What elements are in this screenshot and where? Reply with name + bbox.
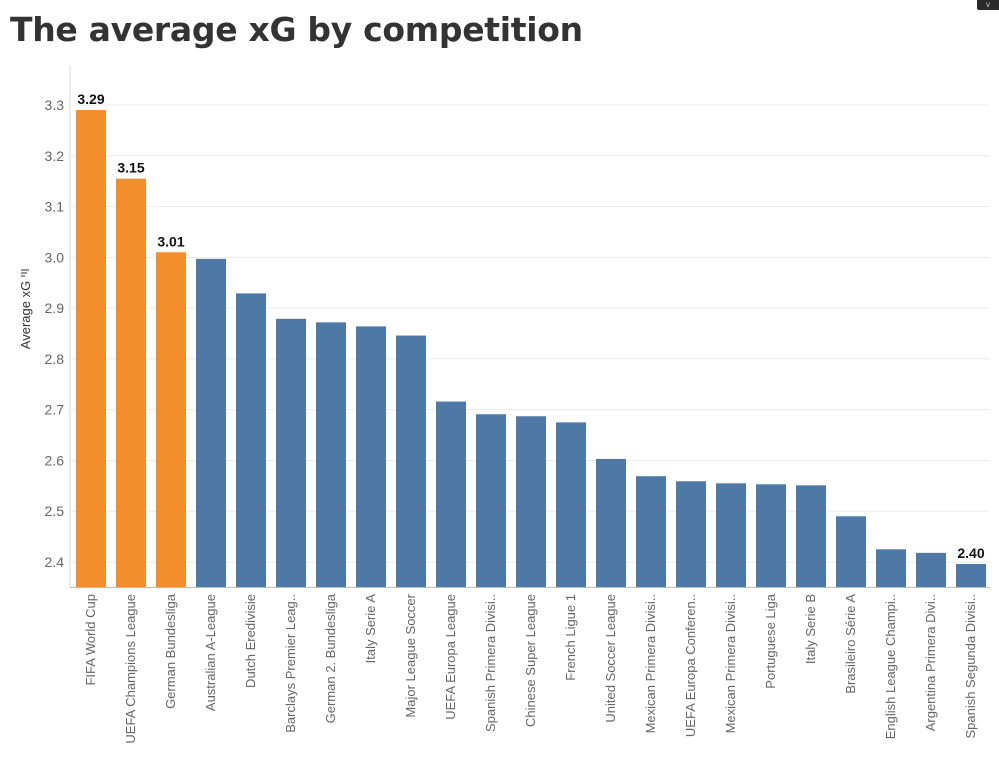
bar[interactable]	[676, 481, 706, 587]
y-tick-label: 2.7	[45, 402, 65, 418]
x-category-label: UEFA Europa League	[443, 594, 458, 720]
x-category-label: Italy Serie B	[803, 594, 818, 664]
bar-value-label: 3.01	[157, 233, 184, 249]
corner-menu-icon[interactable]: v	[977, 0, 999, 10]
bars	[76, 110, 986, 588]
bar[interactable]	[316, 322, 346, 587]
bar[interactable]	[396, 335, 426, 587]
bar[interactable]	[956, 564, 986, 587]
x-category-label: Italy Serie A	[363, 594, 378, 664]
x-category-label: Major League Soccer	[403, 593, 418, 717]
x-category-label: German 2. Bundesliga	[323, 593, 338, 723]
x-category-label: Australian A-League	[203, 594, 218, 711]
y-tick-label: 3.2	[45, 148, 65, 164]
bar[interactable]	[116, 178, 146, 587]
bar[interactable]	[156, 252, 186, 587]
x-category-label: Portuguese Liga	[763, 593, 778, 688]
page-title: The average xG by competition	[10, 10, 583, 49]
x-category-label: United Soccer League	[603, 594, 618, 723]
x-category-label: Argentina Primera Divi..	[923, 594, 938, 731]
x-category-label: UEFA Europa Conferen..	[683, 594, 698, 737]
bar[interactable]	[756, 484, 786, 587]
x-category-label: German Bundesliga	[163, 593, 178, 709]
bar[interactable]	[796, 485, 826, 587]
x-category-label: Dutch Eredivisie	[243, 594, 258, 688]
x-category-label: English League Champi..	[883, 594, 898, 739]
bar-value-label: 3.29	[77, 91, 104, 107]
y-axis-title: Average xG	[18, 281, 33, 349]
y-tick-label: 3.1	[45, 199, 65, 215]
x-category-label: Brasileiro Série A	[843, 594, 858, 694]
bar[interactable]	[876, 549, 906, 587]
bar[interactable]	[636, 476, 666, 587]
x-category-label: Barclays Premier Leag..	[283, 594, 298, 733]
y-axis-title-group: Average xG	[18, 269, 33, 349]
x-category-label: Spanish Primera Divisi..	[483, 594, 498, 732]
bar[interactable]	[836, 516, 866, 587]
bar[interactable]	[716, 483, 746, 587]
bar[interactable]	[476, 414, 506, 587]
x-category-label: FIFA World Cup	[83, 594, 98, 686]
x-category-label: UEFA Champions League	[123, 594, 138, 744]
bar[interactable]	[76, 110, 106, 588]
bar[interactable]	[596, 458, 626, 587]
bar[interactable]	[556, 422, 586, 587]
bar-value-label: 2.40	[957, 545, 984, 561]
x-axis-category-labels: FIFA World Cup UEFA Champions League Germa…	[83, 593, 978, 743]
y-tick-label: 2.6	[45, 452, 65, 468]
bar[interactable]	[196, 258, 226, 587]
x-category-label: Chinese Super League	[523, 594, 538, 727]
bar[interactable]	[276, 318, 306, 587]
y-tick-label: 2.4	[45, 554, 65, 570]
bar[interactable]	[516, 416, 546, 587]
x-category-label: French Ligue 1	[563, 594, 578, 681]
y-tick-label: 2.9	[45, 300, 65, 316]
y-tick-label: 3.0	[45, 249, 65, 265]
data-labels: 3.29 3.15 3.01 2.40	[77, 91, 984, 561]
y-tick-label: 2.5	[45, 503, 65, 519]
y-axis: 2.4 2.5 2.6 2.7 2.8 2.9 3.0 3.1 3.2 3.3	[45, 66, 990, 588]
x-category-label: Spanish Segunda Divisi..	[963, 594, 978, 739]
bar[interactable]	[916, 552, 946, 587]
bar[interactable]	[356, 326, 386, 587]
bar[interactable]	[436, 401, 466, 587]
sort-icon[interactable]	[21, 269, 29, 277]
y-tick-label: 2.8	[45, 351, 65, 367]
x-category-label: Mexican Primera Divisi..	[643, 594, 658, 733]
y-tick-label: 3.3	[45, 97, 65, 113]
bar[interactable]	[236, 293, 266, 587]
bar-value-label: 3.15	[117, 160, 144, 176]
x-category-label: Mexican Primera Divisi..	[723, 594, 738, 733]
